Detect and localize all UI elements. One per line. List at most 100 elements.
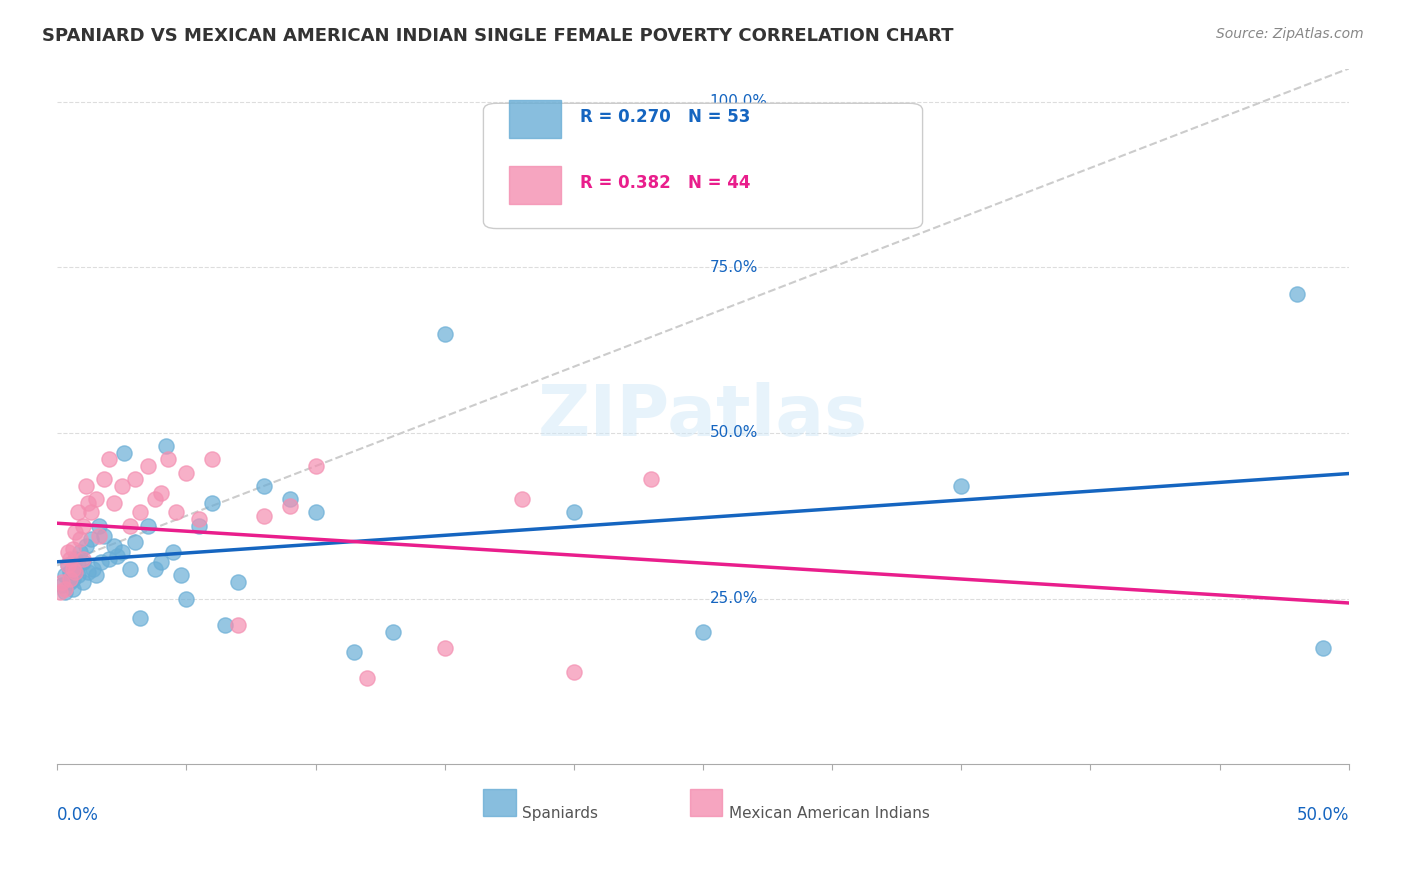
Point [278,492,301,507]
Bar [484,789,516,816]
Point [226,575,249,590]
Point [165,506,187,520]
Point [155,439,177,453]
Bar [509,100,561,138]
Point [49,585,72,599]
Point [382,624,405,639]
Point [188,512,211,526]
Point [93,529,115,543]
Point [77,495,100,509]
Point [149,485,172,500]
Point [157,452,180,467]
Point [59,572,82,586]
Point [65,552,87,566]
Point [87,518,110,533]
Point [62,572,84,586]
Text: R = 0.382   N = 44: R = 0.382 N = 44 [581,174,751,193]
Point [97,452,120,467]
Point [149,555,172,569]
Point [124,472,146,486]
Point [53,582,76,596]
Point [111,479,134,493]
Text: 25.0%: 25.0% [710,591,758,607]
Point [59,552,82,566]
Point [188,518,211,533]
Point [69,545,91,559]
Point [136,459,159,474]
Point [692,624,714,639]
Point [105,549,128,563]
Point [304,506,326,520]
Point [124,535,146,549]
Point [128,611,150,625]
Point [201,452,224,467]
Point [1312,641,1334,656]
Point [77,565,100,579]
Point [65,525,87,540]
Point [72,552,94,566]
Point [90,555,112,569]
Point [201,495,224,509]
Point [433,641,456,656]
Point [118,562,141,576]
Point [56,558,79,573]
Point [143,492,166,507]
Point [53,585,76,599]
Text: ZIPatlas: ZIPatlas [538,382,868,450]
Point [65,565,87,579]
Text: 50.0%: 50.0% [1296,806,1348,824]
Point [433,326,456,341]
Text: SPANIARD VS MEXICAN AMERICAN INDIAN SINGLE FEMALE POVERTY CORRELATION CHART: SPANIARD VS MEXICAN AMERICAN INDIAN SING… [42,27,953,45]
Point [176,466,198,480]
Point [66,558,89,573]
Point [214,618,236,632]
Point [82,562,104,576]
Point [226,618,249,632]
Point [304,459,326,474]
Point [80,532,103,546]
Text: 75.0%: 75.0% [710,260,758,275]
Point [343,645,366,659]
Point [66,506,89,520]
Point [59,565,82,579]
Point [69,532,91,546]
Point [510,492,533,507]
Point [562,665,585,679]
Point [112,446,135,460]
Point [170,568,193,582]
Point [118,518,141,533]
Point [62,582,84,596]
Point [56,545,79,559]
Text: 0.0%: 0.0% [58,806,98,824]
Text: 100.0%: 100.0% [710,95,768,109]
Point [176,591,198,606]
Point [103,539,125,553]
Point [66,568,89,582]
Text: R = 0.270   N = 53: R = 0.270 N = 53 [581,108,751,127]
Text: Mexican American Indians: Mexican American Indians [728,806,929,821]
Point [128,506,150,520]
Point [1286,286,1309,301]
Point [103,495,125,509]
Point [562,506,585,520]
Bar [509,166,561,204]
Point [62,541,84,556]
Point [143,562,166,576]
Text: Spaniards: Spaniards [522,806,598,821]
Text: Source: ZipAtlas.com: Source: ZipAtlas.com [1216,27,1364,41]
Point [72,575,94,590]
Point [75,479,97,493]
Point [278,499,301,513]
Point [640,472,662,486]
Point [111,545,134,559]
Point [162,545,184,559]
Point [65,562,87,576]
Point [75,539,97,553]
Point [56,558,79,573]
Point [356,671,378,685]
Point [53,568,76,582]
Text: 50.0%: 50.0% [710,425,758,441]
Point [72,518,94,533]
Point [51,578,73,592]
Point [72,555,94,569]
